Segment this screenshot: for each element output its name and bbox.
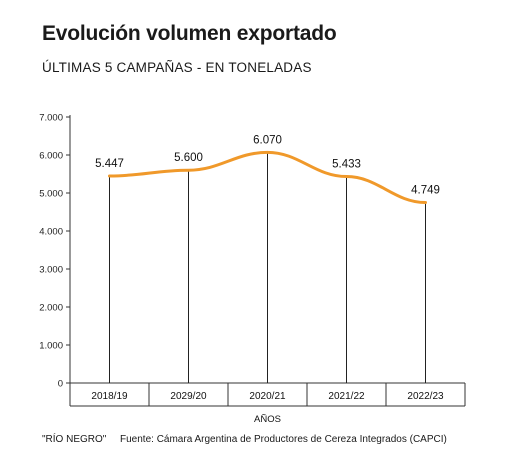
y-tick-label: 7.000 (39, 113, 63, 124)
chart-subtitle: ÚLTIMAS 5 CAMPAÑAS - EN TONELADAS (42, 60, 312, 75)
x-tick-label: 2022/23 (407, 391, 444, 402)
data-label: 4.749 (411, 185, 440, 197)
x-tick-label: 2020/21 (249, 391, 286, 402)
y-tick-label: 2.000 (39, 303, 63, 314)
y-tick-label: 1.000 (39, 341, 63, 352)
series-line (108, 150, 427, 205)
x-tick-label: 2018/19 (91, 391, 128, 402)
x-tick-label: 2021/22 (328, 391, 365, 402)
data-label: 5.433 (332, 159, 361, 171)
y-tick-label: 4.000 (39, 227, 63, 238)
y-tick-label: 5.000 (39, 189, 63, 200)
data-label: 6.070 (253, 134, 282, 146)
chart-title: Evolución volumen exportado (42, 22, 337, 45)
y-tick-label: 6.000 (39, 151, 63, 162)
data-label: 5.600 (174, 152, 203, 164)
source-note: Fuente: Cámara Argentina de Productores … (120, 434, 447, 445)
y-tick-label: 0 (58, 379, 63, 390)
x-tick-label: 2029/20 (170, 391, 207, 402)
y-tick-label: 3.000 (39, 265, 63, 276)
data-label: 5.447 (95, 158, 124, 170)
source-outlet: "RÍO NEGRO" (42, 434, 107, 445)
x-axis-label: AÑOS (254, 414, 281, 425)
